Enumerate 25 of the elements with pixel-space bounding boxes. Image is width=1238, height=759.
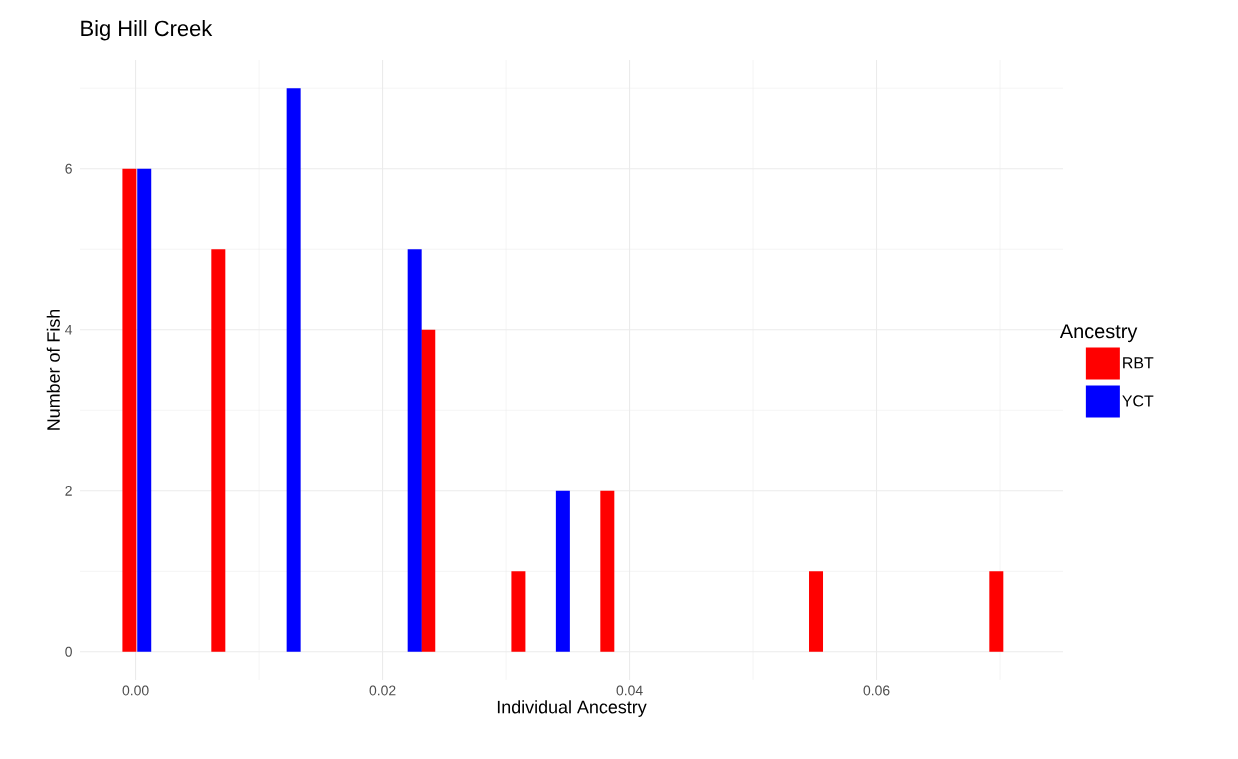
bar: [407, 249, 422, 652]
bar: [122, 168, 137, 652]
x-axis-title: Individual Ancestry: [497, 700, 647, 717]
legend-label: YCT: [1122, 395, 1154, 407]
bar: [600, 490, 615, 652]
y-axis-title: Number of Fish: [46, 309, 60, 430]
bar: [989, 571, 1004, 652]
legend-title: Ancestry: [1059, 324, 1138, 343]
y-tick-label: 2: [65, 485, 72, 496]
y-tick-label: 6: [65, 163, 72, 174]
x-tick-label: 0.02: [369, 685, 396, 696]
bar: [555, 490, 570, 652]
bar: [286, 88, 301, 652]
y-tick-label: 0: [65, 646, 72, 657]
bar: [421, 329, 436, 652]
bar: [511, 571, 526, 652]
chart-title: Big Hill Creek: [81, 20, 213, 41]
x-tick-label: 0.06: [863, 685, 890, 696]
legend-label: RBT: [1123, 357, 1154, 369]
bar: [137, 168, 152, 652]
y-tick-label: 4: [65, 324, 73, 335]
bar: [211, 249, 226, 652]
bar: [809, 571, 824, 652]
x-tick-label: 0.04: [616, 685, 643, 696]
x-tick-label: 0.00: [122, 685, 149, 696]
